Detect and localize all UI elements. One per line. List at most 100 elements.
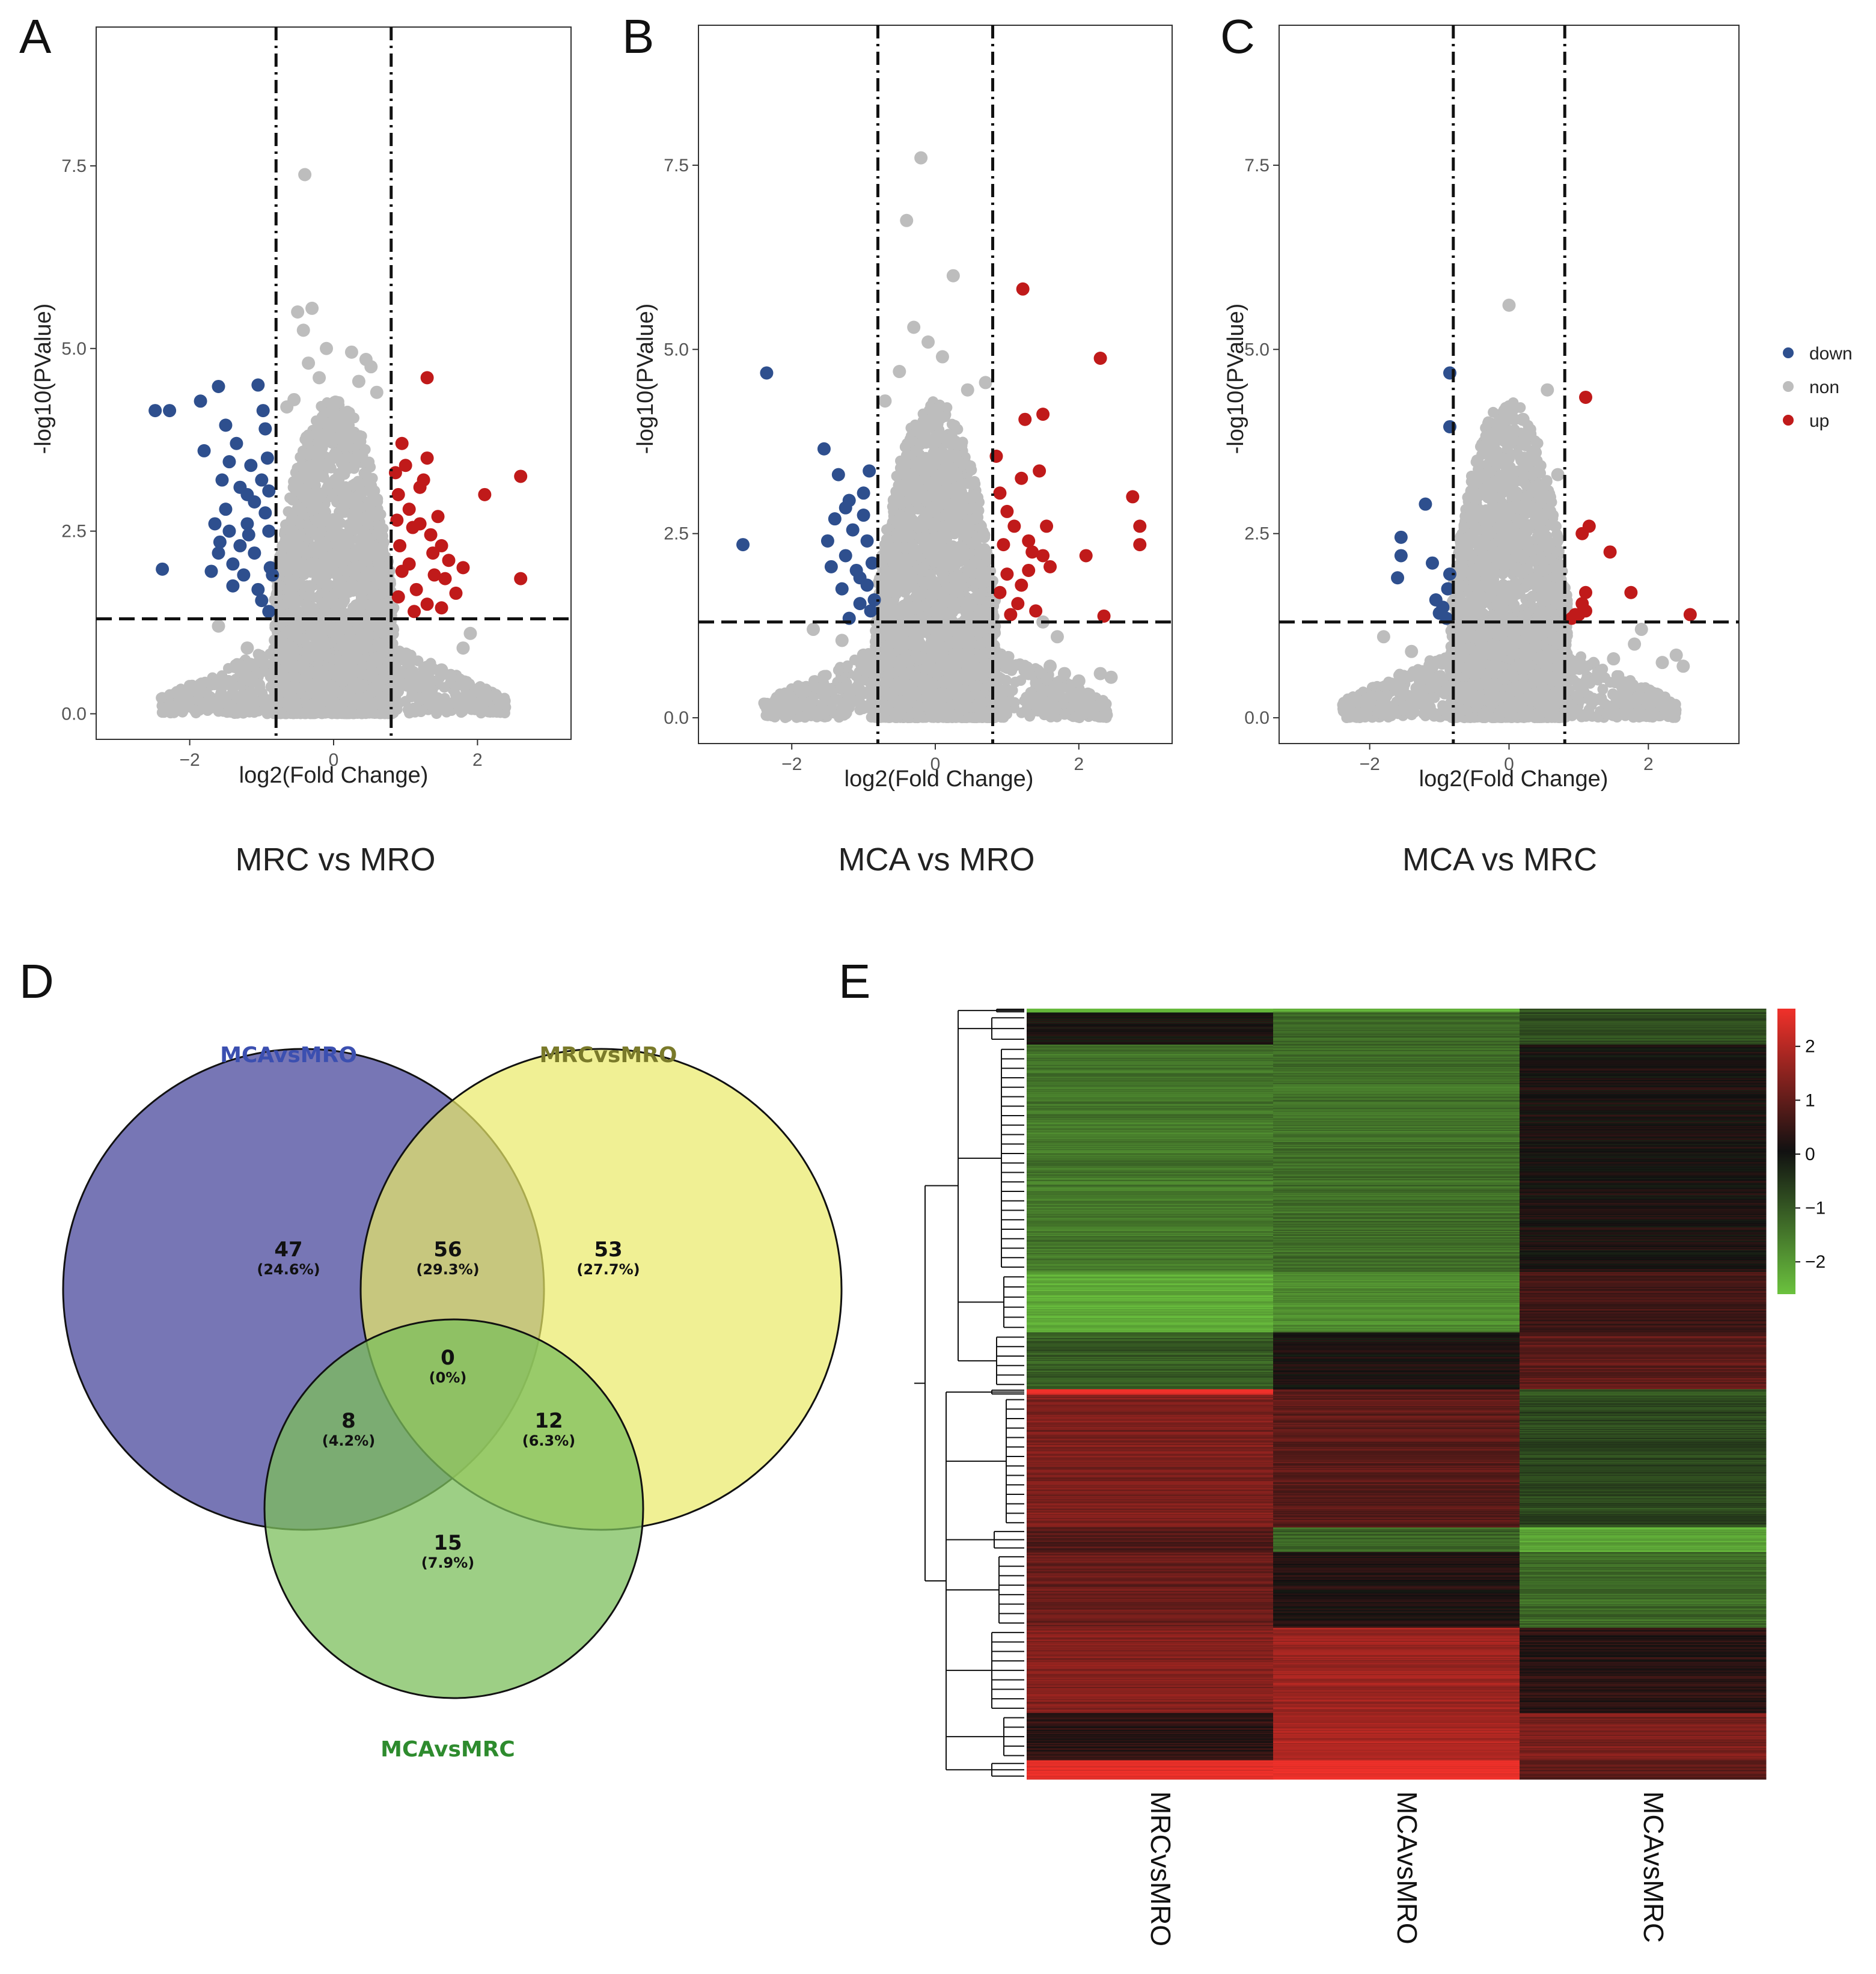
down-point — [244, 459, 258, 472]
non-point — [269, 594, 280, 605]
non-point — [280, 400, 294, 414]
non-point — [318, 706, 329, 717]
non-point — [454, 673, 466, 685]
non-point — [364, 483, 376, 494]
non-point — [363, 518, 374, 530]
non-point — [925, 400, 936, 411]
non-point — [356, 430, 367, 442]
non-point — [290, 594, 302, 605]
down-point — [194, 394, 207, 408]
non-point — [237, 707, 249, 719]
up-point — [395, 564, 409, 578]
y-tick-label: 7.5 — [61, 156, 87, 176]
non-point — [370, 385, 383, 399]
non-point — [370, 544, 381, 555]
non-point — [362, 692, 374, 704]
down-point — [204, 564, 218, 578]
non-point — [439, 700, 450, 711]
non-point — [269, 622, 281, 633]
non-point — [316, 400, 327, 412]
down-point — [148, 404, 162, 418]
non-point — [306, 503, 317, 515]
non-point — [293, 683, 304, 694]
non-point — [302, 591, 314, 602]
down-point — [197, 444, 211, 457]
non-point — [376, 648, 387, 659]
volcano-panel-a: A −2 0 20.02.55.07.5 log2(Fold Change) -lo… — [19, 10, 572, 878]
up-point — [402, 503, 416, 516]
down-point — [219, 418, 233, 432]
non-point — [339, 424, 350, 435]
non-point — [330, 687, 341, 698]
down-point — [208, 517, 222, 531]
down-point — [226, 557, 240, 571]
down-point — [233, 480, 247, 494]
down-point — [256, 404, 270, 418]
non-point — [201, 704, 213, 715]
up-point — [391, 590, 405, 604]
non-point — [342, 433, 353, 445]
non-point — [307, 466, 319, 477]
up-point — [420, 371, 434, 385]
non-point — [219, 679, 231, 690]
non-point — [352, 374, 365, 388]
non-point — [352, 518, 364, 530]
non-point — [197, 687, 209, 698]
down-point — [215, 473, 229, 487]
non-point — [287, 668, 299, 680]
non-point — [292, 472, 304, 483]
non-point — [213, 706, 224, 717]
non-point — [320, 596, 332, 608]
non-point — [319, 680, 330, 692]
down-point — [233, 539, 247, 552]
non-point — [329, 667, 341, 679]
y-tick-label: 2.5 — [61, 522, 87, 542]
non-point — [415, 706, 427, 718]
non-point — [358, 532, 369, 543]
non-point — [200, 676, 211, 688]
non-point — [324, 432, 335, 444]
non-point — [372, 496, 383, 507]
y-axis-label-a: -log10(PValue) — [31, 304, 56, 454]
non-point — [309, 700, 320, 711]
non-point — [246, 688, 258, 700]
non-point — [255, 654, 266, 665]
panel-letter-a: A — [19, 10, 52, 63]
non-point — [328, 412, 340, 423]
non-point — [240, 641, 254, 655]
non-point — [377, 587, 389, 598]
non-point — [358, 668, 370, 680]
down-point — [156, 562, 170, 576]
down-point — [230, 436, 243, 450]
non-point — [367, 707, 378, 719]
non-point — [237, 692, 248, 704]
non-point — [349, 696, 361, 707]
non-point — [302, 356, 316, 370]
up-point — [478, 487, 492, 501]
up-point — [438, 572, 452, 585]
non-point — [341, 451, 353, 463]
caption-a: MRC vs MRO — [236, 842, 436, 878]
x-tick-label: −2 — [179, 750, 200, 770]
non-point — [331, 396, 343, 407]
non-point — [341, 539, 353, 550]
non-point — [363, 599, 374, 611]
non-point — [302, 438, 313, 449]
non-point — [305, 301, 319, 315]
non-point — [337, 587, 348, 598]
non-point — [342, 405, 353, 417]
non-point — [156, 707, 168, 718]
non-point — [298, 634, 309, 646]
up-point — [417, 473, 430, 487]
down-point — [226, 579, 240, 593]
down-point — [163, 404, 177, 418]
non-point — [308, 477, 319, 489]
non-point — [356, 502, 367, 513]
non-point — [367, 585, 378, 596]
non-point — [264, 648, 275, 659]
non-point — [328, 611, 340, 623]
points-b — [698, 25, 1172, 744]
non-point — [352, 475, 364, 487]
non-point — [325, 637, 336, 649]
non-point — [183, 680, 195, 691]
